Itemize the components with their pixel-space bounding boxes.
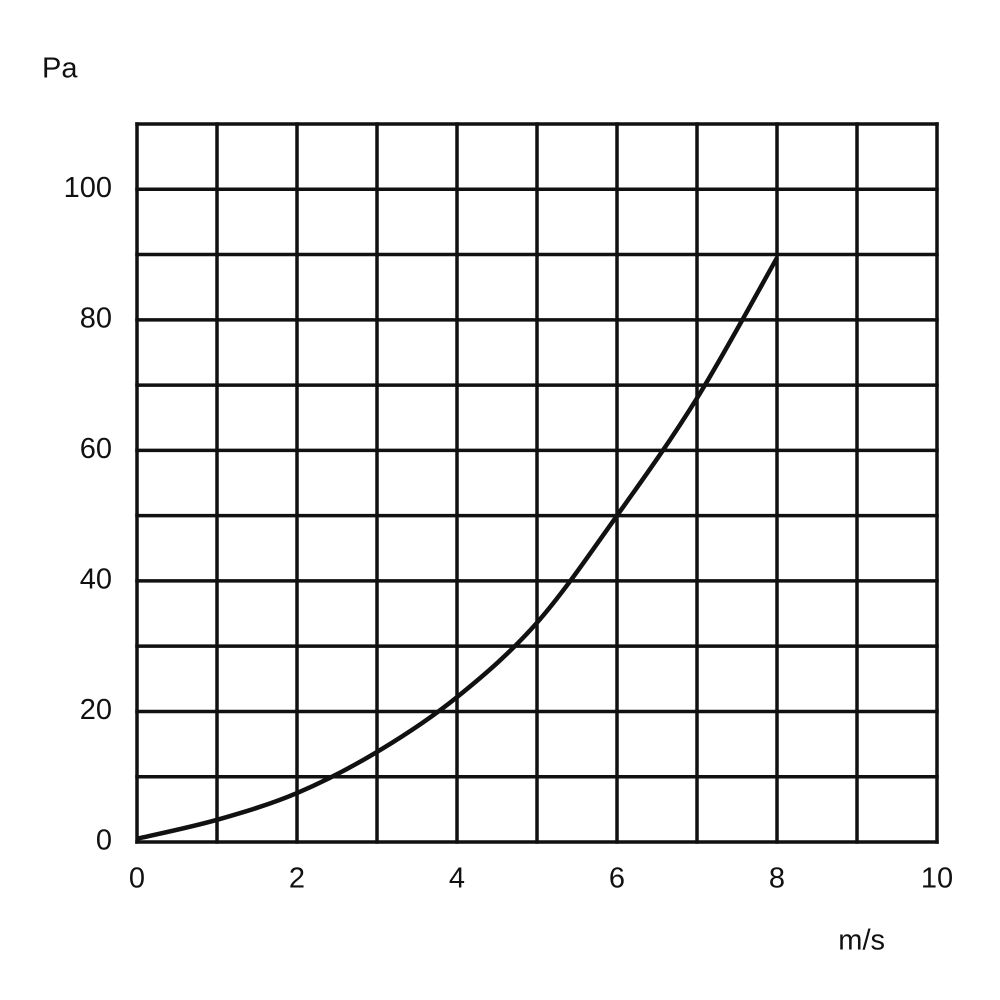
- y-tick-label: 0: [96, 825, 112, 857]
- y-tick-label: 40: [80, 564, 112, 596]
- x-tick-label: 6: [609, 863, 625, 895]
- y-tick-label: 80: [80, 302, 112, 334]
- x-tick-label: 2: [289, 863, 305, 895]
- x-tick-label: 4: [449, 863, 465, 895]
- y-tick-label: 60: [80, 433, 112, 465]
- x-tick-label: 0: [129, 863, 145, 895]
- y-axis-label: Pa: [42, 53, 78, 85]
- y-tick-label: 20: [80, 694, 112, 726]
- y-tick-label: 100: [64, 172, 112, 204]
- x-tick-label: 10: [921, 863, 953, 895]
- line: [136, 256, 779, 841]
- x-tick-label: 8: [769, 863, 785, 895]
- x-axis-label: m/s: [838, 925, 885, 957]
